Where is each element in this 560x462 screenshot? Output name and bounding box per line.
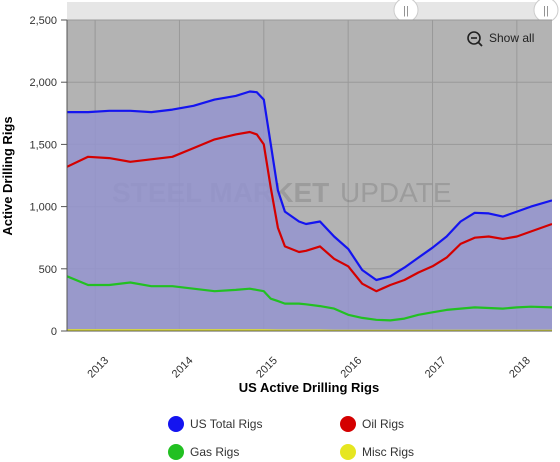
legend-marker xyxy=(340,416,356,432)
legend-label: Oil Rigs xyxy=(362,417,404,431)
legend-label: Gas Rigs xyxy=(190,445,239,459)
legend: US Total Rigs Oil Rigs Gas Rigs Misc Rigs xyxy=(168,416,414,460)
x-tick-label: 2014 xyxy=(170,355,196,381)
navigator-track[interactable] xyxy=(67,2,552,20)
x-tick-label: 2018 xyxy=(507,355,533,381)
legend-label: Misc Rigs xyxy=(362,445,414,459)
y-axis: 0 500 1,000 1,500 2,000 2,500 xyxy=(29,15,68,338)
oil-rigs-line[interactable] xyxy=(67,130,552,293)
series-layer xyxy=(67,90,552,331)
x-tick-label: 2013 xyxy=(85,355,111,381)
watermark-text-light: UPDATE xyxy=(340,177,452,208)
legend-item-oil[interactable]: Oil Rigs xyxy=(340,416,404,432)
gas-rigs-line[interactable] xyxy=(67,275,552,322)
x-axis-title: US Active Drilling Rigs xyxy=(239,380,379,395)
x-tick-label: 2016 xyxy=(338,355,364,381)
legend-item-gas[interactable]: Gas Rigs xyxy=(168,444,239,460)
navigator-handle-right-grip: || xyxy=(543,5,549,17)
navigator-handle-left-grip: || xyxy=(403,5,409,17)
show-all-button[interactable]: Show all xyxy=(467,31,534,47)
total-rigs-line[interactable] xyxy=(67,90,552,282)
y-tick-label: 1,000 xyxy=(29,202,57,214)
x-tick-label: 2015 xyxy=(254,355,280,381)
y-tick-label: 2,000 xyxy=(29,77,57,89)
legend-item-us-total[interactable]: US Total Rigs xyxy=(168,416,262,432)
zoom-out-icon xyxy=(467,31,481,45)
y-axis-title: Active Drilling Rigs xyxy=(0,116,15,235)
y-tick-label: 500 xyxy=(39,264,57,276)
legend-marker xyxy=(340,444,356,460)
show-all-label: Show all xyxy=(489,31,534,45)
y-tick-label: 0 xyxy=(51,326,57,338)
legend-marker xyxy=(168,444,184,460)
y-tick-label: 2,500 xyxy=(29,15,57,27)
legend-item-misc[interactable]: Misc Rigs xyxy=(340,444,414,460)
legend-marker xyxy=(168,416,184,432)
y-tick-label: 1,500 xyxy=(29,139,57,151)
legend-label: US Total Rigs xyxy=(190,417,262,431)
x-axis: 2013 2014 2015 2016 2017 2018 xyxy=(67,330,552,381)
x-tick-label: 2017 xyxy=(423,355,449,381)
